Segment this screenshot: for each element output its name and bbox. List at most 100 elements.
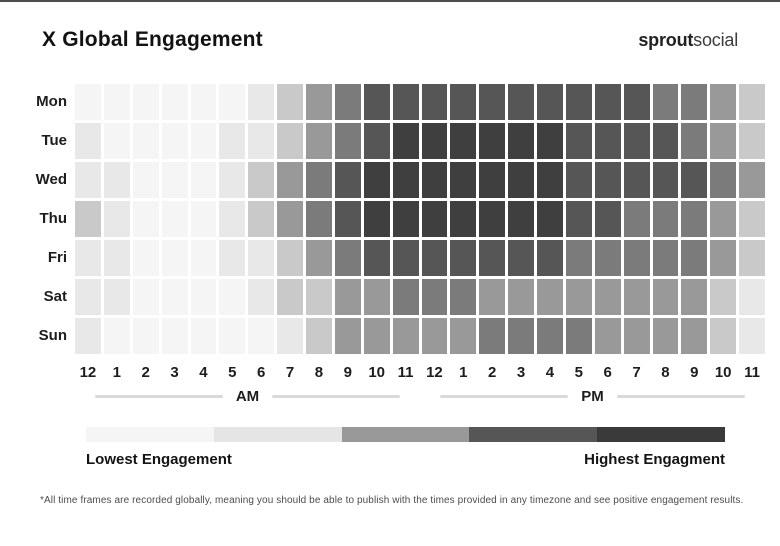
heatmap-cell	[739, 240, 765, 276]
heatmap-row: Thu	[0, 201, 765, 237]
heatmap-cell	[537, 84, 563, 120]
logo-social-text: social	[693, 29, 738, 50]
heatmap-cell	[161, 162, 188, 198]
heatmap-row: Fri	[0, 240, 765, 276]
heatmap-cell	[392, 162, 419, 198]
heatmap-cell	[219, 279, 246, 315]
pm-label: PM	[581, 388, 604, 405]
heatmap-cell	[421, 84, 448, 120]
heatmap-cell	[508, 279, 534, 315]
heatmap-cell	[739, 123, 765, 159]
heatmap-cell	[739, 201, 765, 237]
heatmap-cell	[652, 84, 679, 120]
heatmap-cell	[537, 318, 563, 354]
heatmap-cell	[537, 123, 563, 159]
heatmap-cell	[363, 318, 390, 354]
heatmap-cell	[537, 279, 563, 315]
heatmap-cell	[306, 162, 332, 198]
heatmap-cell	[652, 201, 679, 237]
heatmap-cell	[594, 318, 621, 354]
heatmap-cell	[565, 84, 592, 120]
legend-swatch	[213, 427, 342, 442]
heatmap-cell	[248, 240, 275, 276]
heatmap-cell	[652, 123, 679, 159]
heatmap-cell	[739, 84, 765, 120]
heatmap-cell	[103, 84, 130, 120]
heatmap-cell	[306, 318, 332, 354]
heatmap-cell	[392, 240, 419, 276]
heatmap-cell	[594, 123, 621, 159]
heatmap-cell	[450, 201, 477, 237]
heatmap-cell	[75, 279, 101, 315]
hour-label: 10	[368, 364, 386, 381]
am-left-rule	[95, 395, 223, 398]
heatmap-cell	[392, 279, 419, 315]
heatmap-cell	[565, 318, 592, 354]
heatmap-cell	[450, 318, 477, 354]
heatmap-cell	[103, 201, 130, 237]
heatmap-cell	[710, 279, 737, 315]
legend-swatch	[469, 427, 598, 442]
heatmap-cell	[334, 84, 361, 120]
legend-swatch	[86, 427, 214, 442]
heatmap-cell	[132, 84, 159, 120]
footnote: *All time frames are recorded globally, …	[40, 495, 744, 506]
hour-label: 10	[714, 364, 732, 381]
hour-label: 4	[545, 364, 555, 381]
heatmap-cell	[565, 240, 592, 276]
day-label: Thu	[39, 210, 68, 227]
heatmap-cell	[652, 279, 679, 315]
heatmap-row: Sat	[0, 279, 765, 315]
heatmap-cell	[681, 84, 708, 120]
heatmap-cell	[392, 318, 419, 354]
heatmap-cell	[306, 240, 332, 276]
heatmap-cell	[190, 84, 217, 120]
heatmap-cell	[277, 123, 303, 159]
header: X Global Engagement sproutsocial	[0, 28, 780, 52]
heatmap-cell	[392, 123, 419, 159]
heatmap-cell	[508, 240, 534, 276]
heatmap-cell	[479, 162, 506, 198]
heatmap-cell	[392, 201, 419, 237]
hour-label: 11	[397, 364, 414, 381]
heatmap-cell	[248, 201, 275, 237]
pm-left-rule	[440, 395, 569, 398]
heatmap-cell	[277, 318, 303, 354]
heatmap-cell	[710, 123, 737, 159]
heatmap-cell	[306, 84, 332, 120]
heatmap-cell	[248, 123, 275, 159]
heatmap-cell	[363, 162, 390, 198]
heatmap-cell	[277, 240, 303, 276]
heatmap-cell	[623, 240, 650, 276]
heatmap-cell	[277, 201, 303, 237]
heatmap-cell	[565, 123, 592, 159]
heatmap-cell	[421, 162, 448, 198]
pm-right-rule	[616, 395, 745, 398]
hour-label: 1	[459, 364, 468, 381]
heatmap-cell	[103, 240, 130, 276]
heatmap-cell	[190, 201, 217, 237]
heatmap-cell	[565, 162, 592, 198]
heatmap-cell	[161, 240, 188, 276]
heatmap-cell	[132, 123, 159, 159]
day-label: Wed	[35, 171, 67, 188]
heatmap-cell	[306, 201, 332, 237]
heatmap-cell	[277, 279, 303, 315]
legend-low-label: Lowest Engagement	[86, 451, 232, 468]
hour-label: 2	[488, 364, 497, 381]
heatmap-cell	[363, 123, 390, 159]
heatmap-cell	[681, 240, 708, 276]
heatmap-cell	[190, 240, 217, 276]
sprout-social-logo: sproutsocial	[638, 30, 738, 51]
heatmap-cell	[103, 123, 130, 159]
heatmap-cell	[623, 84, 650, 120]
heatmap-row: Wed	[0, 162, 765, 198]
heatmap-cell	[450, 240, 477, 276]
heatmap-cell	[421, 240, 448, 276]
heatmap-cell	[132, 201, 159, 237]
heatmap-cell	[306, 279, 332, 315]
heatmap-cell	[710, 318, 737, 354]
hour-label: 9	[690, 364, 699, 381]
heatmap-cell	[190, 162, 217, 198]
